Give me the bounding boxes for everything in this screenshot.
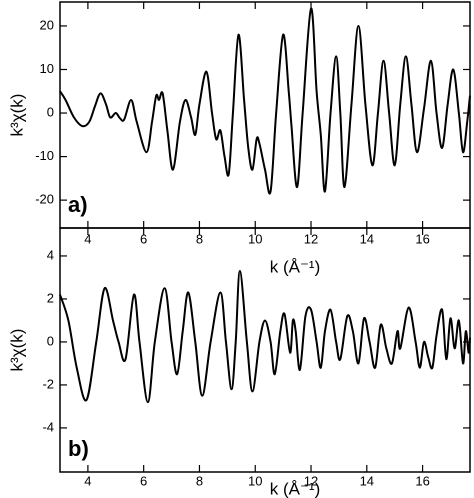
x-tick-label: 4 [84, 231, 91, 246]
x-tick-label: 14 [360, 473, 374, 488]
y-tick-label: 2 [47, 290, 54, 305]
y-tick-label: 4 [47, 247, 54, 262]
data-line [59, 7, 471, 195]
y-tick-label: -20 [35, 192, 54, 207]
data-line [59, 269, 471, 404]
y-tick-label: 0 [47, 333, 54, 348]
x-tick-label: 14 [360, 231, 374, 246]
panel-label: a) [68, 192, 88, 217]
x-axis-label: k (Å⁻¹) [270, 479, 321, 498]
y-tick-label: -10 [35, 148, 54, 163]
x-tick-label: 4 [84, 473, 91, 488]
y-tick-label: -4 [42, 419, 54, 434]
y-axis-label: k³χ(k) [7, 94, 26, 137]
x-tick-label: 12 [304, 231, 318, 246]
x-tick-label: 12 [304, 473, 318, 488]
y-tick-label: 20 [40, 17, 54, 32]
x-tick-label: 8 [196, 231, 203, 246]
x-tick-label: 6 [140, 231, 147, 246]
x-tick-label: 10 [248, 231, 262, 246]
y-tick-label: -2 [42, 376, 54, 391]
x-tick-label: 6 [140, 473, 147, 488]
x-tick-label: 16 [415, 231, 429, 246]
x-tick-label: 10 [248, 473, 262, 488]
x-axis-label: k (Å⁻¹) [270, 257, 321, 276]
x-tick-label: 8 [196, 473, 203, 488]
y-axis-label: k³χ(k) [7, 329, 26, 372]
x-tick-label: 16 [415, 473, 429, 488]
y-tick-label: 0 [47, 104, 54, 119]
panel-label: b) [68, 436, 89, 461]
y-tick-label: 10 [40, 61, 54, 76]
plot-frame [59, 1, 471, 229]
